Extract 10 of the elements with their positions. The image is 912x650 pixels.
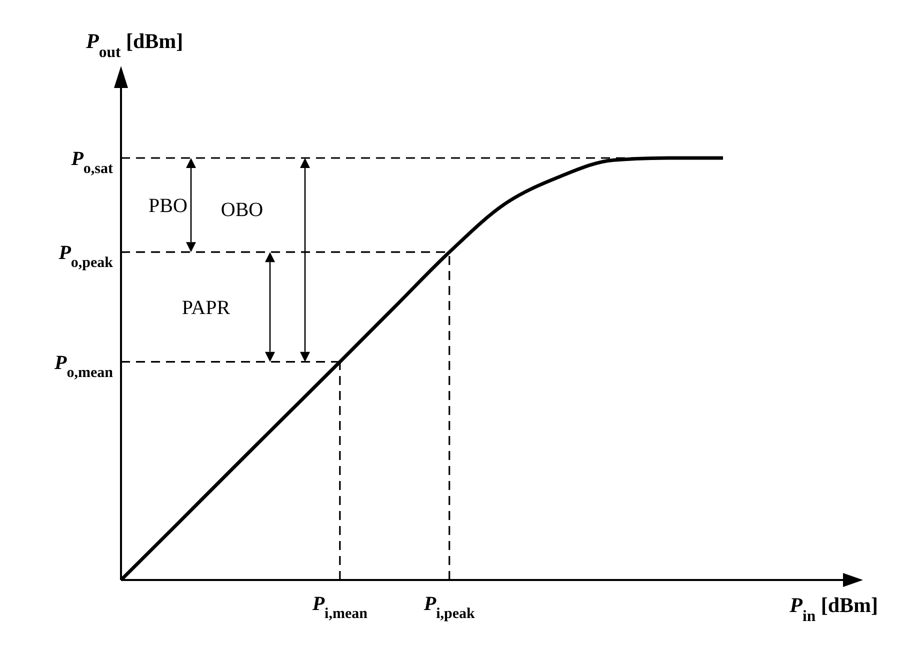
ref-line-label: P$_{o,peak}$ [58, 242, 114, 272]
x-axis-title: P$_{in}$ [dBm] [788, 593, 878, 624]
annotation: OBO [220, 198, 264, 221]
x-tick-label: P$_{i,peak}$ [422, 593, 476, 622]
annotation: PBO [148, 195, 188, 218]
x-tick-label: P$_{i,mean}$ [311, 593, 368, 622]
ref-line-label: P$_{o,mean}$ [54, 352, 114, 381]
annotation: PAPR [182, 296, 231, 319]
y-axis-title: P$_{out}$ [dBm] [85, 29, 184, 60]
ref-line-label: P$_{o,sat}$ [70, 148, 113, 177]
